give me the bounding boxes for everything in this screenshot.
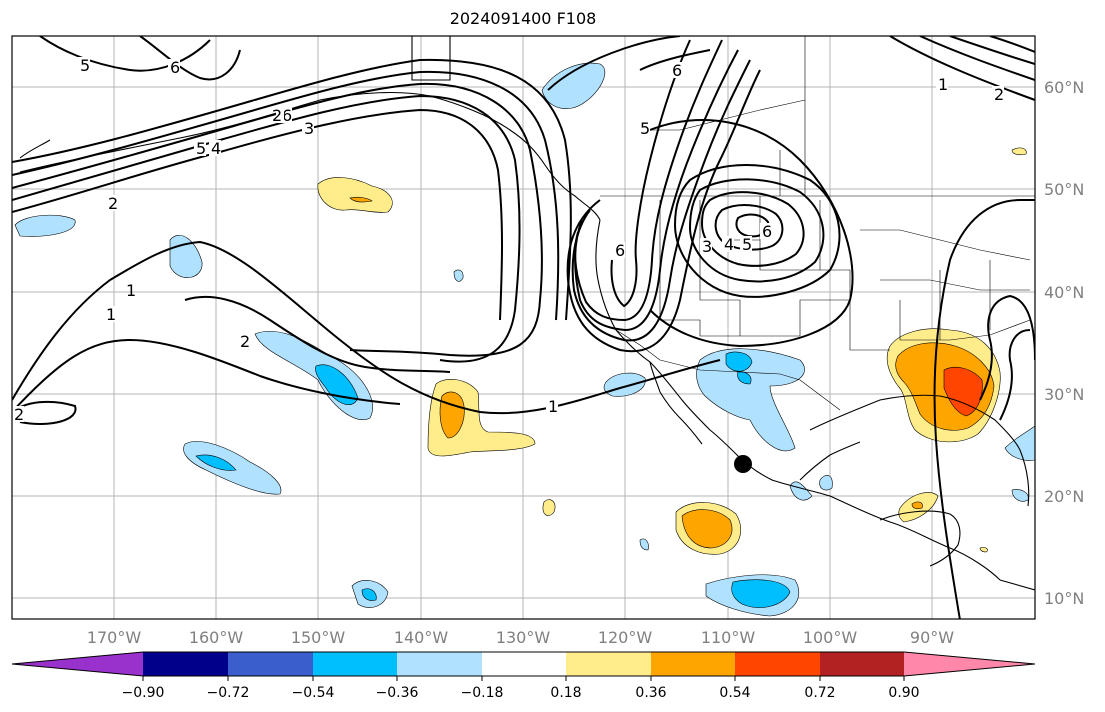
location-marker: [734, 455, 752, 473]
contour-label: 2: [272, 106, 282, 125]
colorbar-segment: [228, 652, 313, 676]
lat-label: 20°N: [1044, 487, 1084, 506]
lon-label: 100°W: [803, 628, 858, 647]
colorbar-segment: [735, 652, 820, 676]
colorbar-tick-label: 0.18: [550, 685, 581, 701]
lat-label: 10°N: [1044, 589, 1084, 608]
contour-label: 3: [702, 237, 712, 256]
lon-label: 90°W: [910, 628, 954, 647]
contour-label: 5: [196, 139, 206, 158]
colorbar-tick-label: −0.36: [376, 685, 419, 701]
lon-label: 160°W: [189, 628, 244, 647]
lon-label: 110°W: [701, 628, 756, 647]
contour-label: 6: [672, 61, 682, 80]
colorbar-tick-label: −0.54: [292, 685, 335, 701]
colorbar-segment: [397, 652, 482, 676]
lat-label: 40°N: [1044, 283, 1084, 302]
contour-label: 2: [994, 85, 1004, 104]
contour-label: 1: [106, 305, 116, 324]
colorbar-tick-label: 0.54: [719, 685, 750, 701]
contour-label: 6: [282, 106, 292, 125]
colorbar-tick-label: 0.36: [635, 685, 666, 701]
anomaly-shading: [14, 62, 1035, 617]
contour-label: 6: [170, 58, 180, 77]
contour-label: 1: [548, 397, 558, 416]
lat-label: 30°N: [1044, 385, 1084, 404]
contour-label: 3: [304, 119, 314, 138]
lon-label: 130°W: [496, 628, 551, 647]
contour-label: 2: [14, 405, 24, 424]
contour-label: 6: [615, 241, 625, 260]
contour-label: 1: [938, 75, 948, 94]
lon-label: 120°W: [598, 628, 653, 647]
colorbar-tick-label: 0.72: [804, 685, 835, 701]
colorbar-segment: [651, 652, 735, 676]
plot-title: 2024091400 F108: [449, 9, 597, 28]
contour-label: 5: [80, 56, 90, 75]
colorbar-segment: [313, 652, 397, 676]
latitude-axis: 60°N 50°N 40°N 30°N 20°N 10°N: [1044, 78, 1084, 608]
contour-lines: [12, 36, 1035, 619]
colorbar-segment: [143, 652, 228, 676]
map-frame: [11, 35, 1036, 620]
colorbar-tick-label: 0.90: [888, 685, 919, 701]
lat-label: 50°N: [1044, 180, 1084, 199]
lon-label: 140°W: [394, 628, 449, 647]
contour-label: 5: [742, 235, 752, 254]
contour-label: 6: [762, 222, 772, 241]
contour-label: 2: [240, 332, 250, 351]
colorbar-extend-low: [12, 652, 143, 676]
contour-label: 5: [640, 119, 650, 138]
lon-label: 150°W: [291, 628, 346, 647]
graticule: [12, 36, 1035, 619]
lon-label: 170°W: [87, 628, 142, 647]
colorbar-tick-label: −0.72: [207, 685, 250, 701]
lat-label: 60°N: [1044, 78, 1084, 97]
contour-label: 1: [126, 281, 136, 300]
colorbar-tick-label: −0.18: [461, 685, 504, 701]
longitude-axis: 170°W 160°W 150°W 140°W 130°W 120°W 110°…: [87, 628, 954, 647]
contour-label: 4: [724, 235, 734, 254]
contour-labels: 5 6 6 5 4 3 2 1 2 1 2 2 1 5 6 6 6 5 4: [12, 56, 1004, 424]
colorbar-extend-high: [904, 652, 1035, 676]
colorbar-segment: [566, 652, 651, 676]
colorbar-segment: [820, 652, 904, 676]
colorbar: −0.90 −0.72 −0.54 −0.36 −0.18 0.18 0.36 …: [11, 651, 1036, 701]
contour-label: 4: [211, 139, 221, 158]
contour-label: 2: [108, 194, 118, 213]
colorbar-segment: [482, 652, 566, 676]
colorbar-tick-label: −0.90: [122, 685, 165, 701]
